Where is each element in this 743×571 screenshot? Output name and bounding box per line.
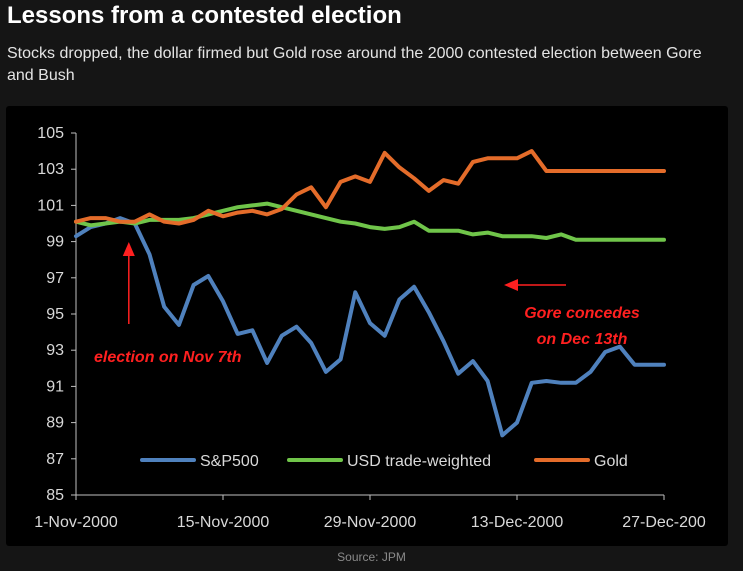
y-tick-label: 99 — [46, 234, 64, 251]
y-tick-label: 89 — [46, 415, 64, 432]
y-tick-label: 85 — [46, 487, 64, 504]
series-line-s-p500 — [74, 216, 666, 438]
election-arrow-head — [122, 242, 135, 256]
concede-arrow-head — [504, 279, 518, 291]
y-tick-label: 91 — [46, 378, 64, 395]
y-tick-label: 101 — [37, 197, 64, 214]
chart-container: 85 87 89 91 93 95 97 99 101 103 105 1-Nov-2000 15-No… — [6, 106, 728, 546]
y-tick-label: 105 — [37, 125, 64, 142]
legend-label-gold: Gold — [594, 453, 628, 470]
series-line-usd-trade-weighted — [74, 201, 666, 242]
line-chart: 85 87 89 91 93 95 97 99 101 103 105 1-Nov-2000 15-No… — [34, 125, 706, 531]
x-tick-label: 29-Nov-2000 — [324, 514, 417, 531]
series-line-gold — [74, 149, 666, 226]
legend-label-s-p500: S&P500 — [200, 453, 259, 470]
source-note: Source: JPM — [337, 550, 406, 564]
legend-label-usd-trade-weighted: USD trade-weighted — [347, 453, 491, 470]
y-tick-label: 93 — [46, 342, 64, 359]
annotation-gore-concedes: Gore concedes — [524, 305, 640, 322]
page-subtitle: Stocks dropped, the dollar firmed but Go… — [7, 45, 702, 84]
page-title: Lessons from a contested election — [7, 2, 402, 29]
y-tick-label: 87 — [46, 451, 64, 468]
x-tick-label: 13-Dec-2000 — [471, 514, 564, 531]
annotation-dec-13: on Dec 13th — [537, 331, 628, 348]
chart-axes: 85 87 89 91 93 95 97 99 101 103 105 1-Nov-2000 15-No… — [34, 125, 706, 531]
x-tick-label: 15-Nov-2000 — [177, 514, 270, 531]
chart-annotations: election on Nov 7th Gore concedes on Dec 1… — [94, 242, 640, 366]
annotation-election: election on Nov 7th — [94, 349, 242, 366]
chart-series-layer — [74, 149, 666, 438]
x-tick-label: 1-Nov-2000 — [34, 514, 118, 531]
y-tick-label: 95 — [46, 306, 64, 323]
y-tick-label: 103 — [37, 161, 64, 178]
chart-legend: S&P500 USD trade-weighted Gold — [140, 453, 628, 470]
y-tick-label: 97 — [46, 270, 64, 287]
x-tick-label: 27-Dec-200 — [622, 514, 706, 531]
